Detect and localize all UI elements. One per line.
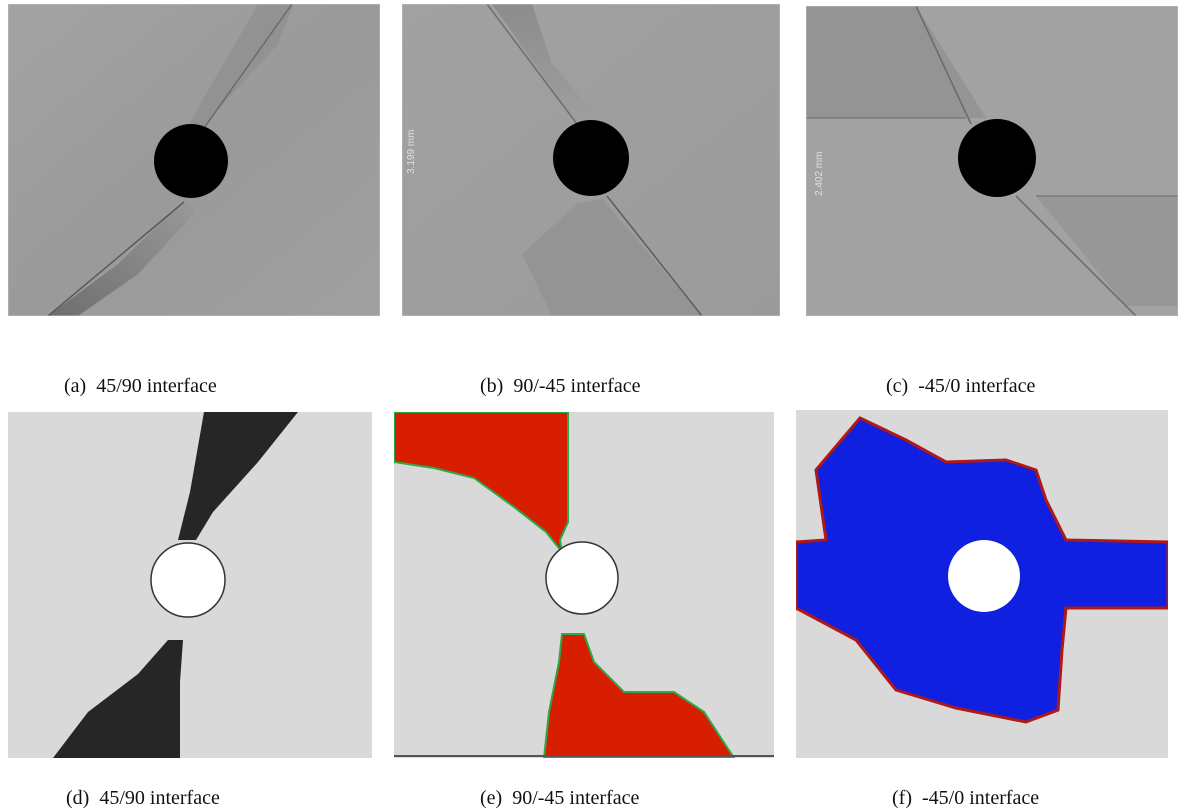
ct-scan-image-c: 2.402 mm (806, 6, 1178, 316)
damage-zone-upper (178, 412, 298, 540)
delamination-zone-lower (1036, 196, 1178, 306)
delamination-band-upper (190, 4, 294, 132)
caption-label: (f) (892, 787, 912, 809)
caption-d: (d) 45/90 interface (56, 764, 220, 810)
caption-a: (a) 45/90 interface (54, 352, 217, 398)
damage-zone-upper (394, 412, 569, 556)
caption-label: (c) (886, 375, 909, 397)
caption-text: 45/90 interface (99, 787, 220, 809)
caption-text: 90/-45 interface (512, 787, 640, 809)
hole-sim (545, 541, 619, 615)
simulation-panel-f (796, 410, 1168, 758)
caption-text: 45/90 interface (96, 375, 217, 397)
caption-e: (e) 90/-45 interface (470, 764, 639, 810)
ct-scan-image-a (8, 4, 380, 316)
damage-zone-lower (53, 640, 183, 758)
simulation-panel-e (394, 412, 774, 758)
crack-line-upper (486, 4, 578, 125)
hole-ct (958, 119, 1036, 197)
caption-b: (b) 90/-45 interface (470, 352, 641, 398)
damage-zone-lower (542, 633, 736, 758)
hole-ct (553, 120, 629, 196)
delamination-band-upper (492, 4, 602, 124)
caption-text: -45/0 interface (921, 787, 1040, 809)
caption-f: (f) -45/0 interface (882, 764, 1039, 810)
caption-label: (a) (64, 375, 87, 397)
hole-sim (150, 542, 226, 618)
caption-label: (e) (480, 787, 503, 809)
scale-label: 3.199 mm (406, 130, 417, 174)
hole-ct (154, 124, 228, 198)
caption-c: (c) -45/0 interface (876, 352, 1035, 398)
delamination-band-lower (48, 200, 196, 316)
caption-text: -45/0 interface (918, 375, 1036, 397)
crack-line-upper (203, 4, 293, 129)
simulation-image-e (394, 412, 774, 758)
crack-line-lower (606, 195, 703, 316)
crack-line-diagonal-upper (915, 6, 972, 125)
simulation-image-f (796, 410, 1168, 758)
delamination-band-lower (522, 199, 702, 316)
caption-label: (b) (480, 375, 504, 397)
simulation-image-d (8, 412, 372, 758)
hole-sim (948, 540, 1020, 612)
crack-line-diagonal-lower (1015, 195, 1137, 316)
delamination-zone-upper (806, 6, 986, 118)
caption-label: (d) (66, 787, 90, 809)
ct-scan-panel-a (8, 4, 380, 316)
scale-label: 2.402 mm (814, 152, 825, 196)
crack-line-lower (47, 201, 185, 316)
ct-scan-image-b: 3.199 mm (402, 4, 780, 316)
caption-text: 90/-45 interface (513, 375, 641, 397)
ct-scan-panel-b: 3.199 mm (402, 4, 780, 316)
ct-scan-panel-c: 2.402 mm (806, 6, 1178, 316)
simulation-panel-d (8, 412, 372, 758)
